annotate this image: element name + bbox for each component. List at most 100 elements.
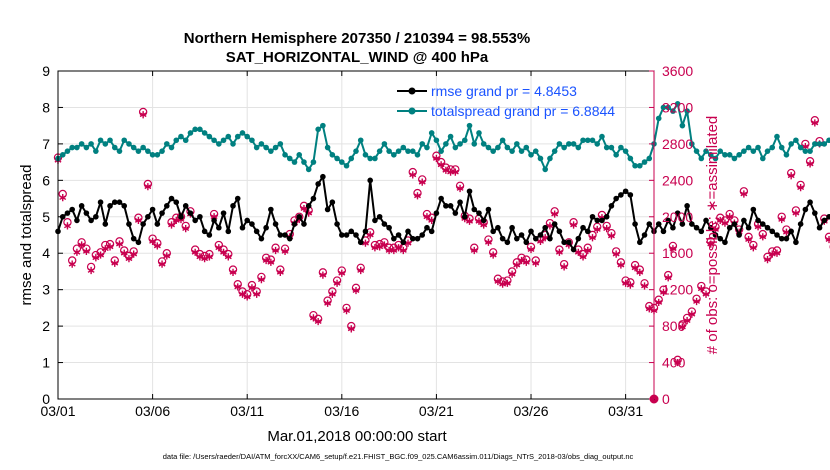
obs-assimilated-point-97 xyxy=(513,261,521,269)
rmse-point-115 xyxy=(599,217,605,224)
obs-assimilated-point-106 xyxy=(555,248,563,256)
rmse-point-51 xyxy=(296,213,303,220)
y-right-tick-label-3: 1200 xyxy=(662,282,693,298)
obs-assimilated-point-15 xyxy=(125,255,133,263)
spread-point-75 xyxy=(409,148,416,154)
rmse-point-32 xyxy=(206,232,213,238)
obs-assimilated-point-98 xyxy=(518,256,526,265)
rmse-point-26 xyxy=(178,213,184,220)
obs-assimilated-point-156 xyxy=(792,209,800,217)
obs-assimilated-point-1 xyxy=(59,194,67,202)
rmse-point-39 xyxy=(239,224,246,231)
spread-point-10 xyxy=(102,141,109,147)
spread-point-31 xyxy=(201,130,208,136)
spread-point-38 xyxy=(234,133,241,140)
spread-point-1 xyxy=(59,152,66,158)
spread-point-111 xyxy=(580,137,586,144)
spread-point-37 xyxy=(230,141,236,147)
rmse-point-111 xyxy=(580,224,586,231)
rmse-point-31 xyxy=(201,228,208,235)
spread-point-127 xyxy=(655,115,662,122)
rmse-point-94 xyxy=(499,235,506,242)
spread-point-14 xyxy=(121,137,128,144)
spread-point-158 xyxy=(802,148,809,154)
obs-assimilated-point-142 xyxy=(726,213,734,221)
obs-assimilated-point-145 xyxy=(740,190,748,198)
y-right-tick-label-0: 0 xyxy=(662,391,670,407)
rmse-point-2 xyxy=(64,210,71,216)
obs-assimilated-point-64 xyxy=(357,266,365,275)
rmse-point-119 xyxy=(618,192,624,198)
legend-rmse-marker xyxy=(408,87,416,95)
rmse-point-104 xyxy=(547,235,553,242)
rmse-point-64 xyxy=(357,239,364,246)
spread-point-157 xyxy=(797,144,804,151)
obs-assimilated-point-59 xyxy=(333,279,341,287)
obs-assimilated-point-148 xyxy=(754,223,762,231)
obs-assimilated-point-35 xyxy=(220,248,228,256)
spread-point-59 xyxy=(334,155,340,162)
spread-point-153 xyxy=(778,144,785,151)
spread-point-32 xyxy=(206,133,213,140)
rmse-point-19 xyxy=(145,213,151,220)
obs-assimilated-point-121 xyxy=(626,281,634,289)
rmse-point-116 xyxy=(603,213,610,220)
obs-assimilated-point-124 xyxy=(641,282,649,290)
rmse-point-46 xyxy=(272,221,279,227)
spread-point-137 xyxy=(703,148,709,154)
rmse-point-91 xyxy=(485,206,492,213)
obs-assimilated-point-20 xyxy=(149,237,157,245)
obs-assimilated-point-118 xyxy=(612,250,620,258)
obs-assimilated-point-11 xyxy=(106,243,114,251)
spread-point-142 xyxy=(726,152,733,158)
obs-assimilated-point-76 xyxy=(414,192,421,200)
x-axis-label: Mar.01,2018 00:00:00 start xyxy=(267,428,447,445)
legend: rmse grand pr = 4.8453 totalspread grand… xyxy=(397,83,615,119)
rmse-point-95 xyxy=(504,239,511,246)
spread-point-2 xyxy=(64,148,71,154)
rmse-point-29 xyxy=(192,217,198,224)
rmse-point-81 xyxy=(438,195,444,202)
obs-assimilated-point-29 xyxy=(191,248,199,256)
y-tick-label-6: 6 xyxy=(42,172,50,188)
obs-assimilated-point-73 xyxy=(399,246,407,255)
rmse-point-50 xyxy=(291,221,298,227)
obs-assimilated-point-134 xyxy=(688,310,696,318)
spread-point-12 xyxy=(111,144,118,151)
spread-point-156 xyxy=(793,137,799,144)
obs-assimilated-point-9 xyxy=(97,251,105,259)
y-tick-label-3: 3 xyxy=(42,282,50,298)
rmse-point-73 xyxy=(400,239,407,246)
obs-assimilated-point-149 xyxy=(759,233,767,241)
rmse-point-96 xyxy=(509,224,515,231)
spread-point-34 xyxy=(216,141,222,147)
obs-assimilated-point-43 xyxy=(257,276,265,284)
obs-assimilated-point-117 xyxy=(607,232,615,240)
spread-point-150 xyxy=(764,148,771,154)
spread-point-21 xyxy=(154,152,161,158)
y-tick-label-4: 4 xyxy=(42,245,50,261)
rmse-point-5 xyxy=(78,203,85,209)
rmse-point-155 xyxy=(788,228,794,235)
spread-point-35 xyxy=(220,137,227,144)
obs-assimilated-point-128 xyxy=(659,288,667,296)
obs-assimilated-point-75 xyxy=(409,171,417,179)
obs-assimilated-point-131 xyxy=(674,358,682,367)
obs-assimilated-point-40 xyxy=(243,293,251,301)
obs-assimilated-point-30 xyxy=(196,253,204,261)
obs-assimilated-point-159 xyxy=(806,160,814,168)
spread-point-83 xyxy=(447,133,454,140)
spread-point-52 xyxy=(301,159,307,165)
obs-assimilated-point-113 xyxy=(589,234,596,242)
rmse-point-62 xyxy=(348,228,355,235)
obs-assimilated-point-163 xyxy=(825,235,830,244)
rmse-point-4 xyxy=(74,217,80,224)
obs-assimilated-point-119 xyxy=(617,261,625,269)
rmse-point-147 xyxy=(750,206,757,213)
obs-assimilated-point-5 xyxy=(78,241,86,249)
spread-point-131 xyxy=(674,101,681,107)
y-tick-label-2: 2 xyxy=(42,318,50,334)
obs-assimilated-point-66 xyxy=(366,231,374,239)
rmse-point-154 xyxy=(783,235,790,242)
rmse-point-86 xyxy=(461,213,468,220)
